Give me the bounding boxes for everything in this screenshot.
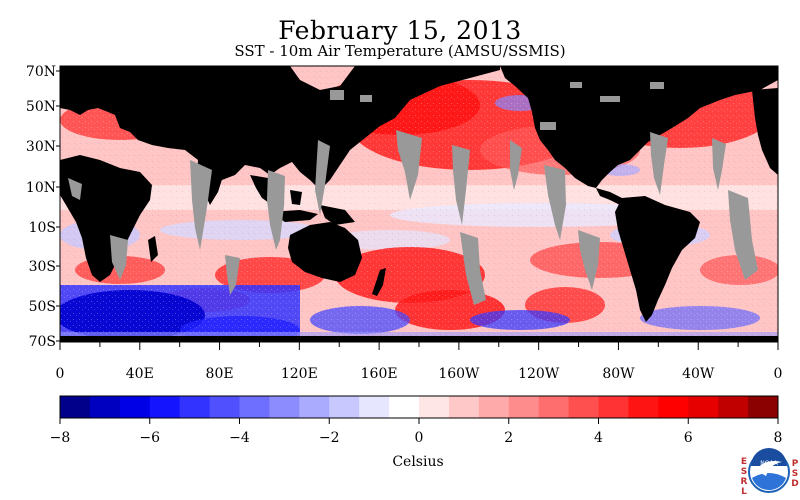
lat-tick-label: 10S bbox=[29, 220, 56, 236]
colorbar-tick-label: 4 bbox=[594, 430, 603, 446]
eurasia bbox=[60, 66, 500, 190]
lat-tick-label: 30N bbox=[26, 139, 56, 155]
lon-tick-label: 40W bbox=[682, 366, 715, 382]
colorbar-tick-label: −6 bbox=[139, 430, 160, 446]
africa bbox=[60, 155, 152, 282]
lon-tick-label: 80W bbox=[602, 366, 635, 382]
lat-tick-label: 50N bbox=[26, 99, 56, 115]
missing-data bbox=[68, 82, 758, 305]
europe-west bbox=[752, 88, 778, 175]
south-america bbox=[615, 196, 700, 322]
colorbar-swatch bbox=[748, 396, 779, 418]
colorbar-swatch bbox=[329, 396, 360, 418]
colorbar-swatch bbox=[628, 396, 659, 418]
esrl-letter: E bbox=[741, 457, 747, 467]
noaa-logo-bird bbox=[756, 461, 782, 476]
antarctica bbox=[60, 336, 778, 342]
colorbar-swatch bbox=[718, 396, 749, 418]
colorbar-swatch bbox=[658, 396, 689, 418]
lon-tick-label: 0 bbox=[56, 366, 65, 382]
colorbar-tick-label: −4 bbox=[229, 430, 250, 446]
new-zealand bbox=[372, 268, 386, 296]
colorbar-swatch bbox=[60, 396, 91, 418]
psd-letter: S bbox=[792, 469, 798, 479]
colorbar-title: Celsius bbox=[392, 454, 443, 470]
colorbar-swatch bbox=[448, 396, 480, 418]
esrl-letter: R bbox=[741, 477, 748, 487]
psd-letter: D bbox=[791, 479, 798, 489]
lon-tick-label: 40E bbox=[126, 366, 154, 382]
colorbar-tick-label: 2 bbox=[504, 430, 513, 446]
colorbar-swatch bbox=[359, 396, 390, 418]
colorbar-swatch bbox=[508, 396, 540, 418]
psd-letter: P bbox=[792, 459, 799, 469]
lat-tick-label: 30S bbox=[29, 259, 56, 275]
japan bbox=[332, 112, 350, 140]
lat-tick-label: 50S bbox=[29, 299, 56, 315]
lon-tick-label: 160E bbox=[361, 366, 398, 382]
colorbar-swatch bbox=[209, 396, 240, 418]
borneo bbox=[290, 190, 302, 205]
colorbar-swatch bbox=[239, 396, 270, 418]
lon-tick-label: 160W bbox=[438, 366, 480, 382]
lon-tick-label: 120E bbox=[281, 366, 318, 382]
madagascar bbox=[148, 236, 158, 262]
colorbar-swatch bbox=[568, 396, 599, 418]
colorbar-tick-label: 6 bbox=[684, 430, 693, 446]
lat-tick-label: 70S bbox=[29, 334, 56, 350]
lat-tick-label: 10N bbox=[26, 180, 56, 196]
land bbox=[60, 66, 778, 342]
colorbar-swatch bbox=[179, 396, 211, 418]
noaa-logo-text: NOAA bbox=[760, 460, 778, 467]
colorbar-swatch bbox=[538, 396, 570, 418]
greenland bbox=[700, 66, 770, 92]
colorbar-swatch bbox=[478, 396, 510, 418]
latitude-axis: 70N 50N 30N 10N 10S 30S 50S 70S bbox=[26, 64, 60, 350]
esrl-letter: L bbox=[741, 487, 747, 497]
psd-letters: PSD bbox=[791, 459, 798, 489]
map-title: February 15, 2013 bbox=[278, 16, 522, 45]
colorbar-tick-label: 8 bbox=[774, 430, 783, 446]
colorbar-swatch bbox=[419, 396, 450, 418]
colorbar-swatch bbox=[149, 396, 181, 418]
colorbar-tick-label: −8 bbox=[50, 430, 71, 446]
colorbar-swatch bbox=[89, 396, 121, 418]
colorbar-swatch bbox=[299, 396, 330, 418]
lon-tick-label: 80E bbox=[206, 366, 234, 382]
map-subtitle: SST - 10m Air Temperature (AMSU/SSMIS) bbox=[234, 42, 566, 60]
colorbar-tick-label: 0 bbox=[415, 430, 424, 446]
map-panel bbox=[60, 66, 778, 342]
north-america bbox=[500, 66, 778, 188]
lon-tick-label: 120W bbox=[518, 366, 560, 382]
australia bbox=[288, 222, 362, 282]
new-guinea bbox=[320, 205, 355, 225]
esrl-letter: S bbox=[741, 467, 747, 477]
colorbar-swatch bbox=[598, 396, 629, 418]
longitude-axis: 0 40E 80E 120E 160E 160W 120W 80W 40W 0 bbox=[56, 342, 783, 382]
colorbar bbox=[59, 395, 779, 419]
colorbar-swatch bbox=[389, 396, 420, 418]
colorbar-swatch bbox=[269, 396, 300, 418]
colorbar-swatch bbox=[688, 396, 719, 418]
colorbar-ticks: −8 −6 −4 −2 0 2 4 6 8 bbox=[50, 418, 783, 446]
lat-tick-label: 70N bbox=[26, 64, 56, 80]
lon-tick-label: 0 bbox=[774, 366, 783, 382]
colorbar-swatch bbox=[119, 396, 151, 418]
colorbar-tick-label: −2 bbox=[319, 430, 340, 446]
noaa-logo-wave bbox=[752, 473, 786, 491]
